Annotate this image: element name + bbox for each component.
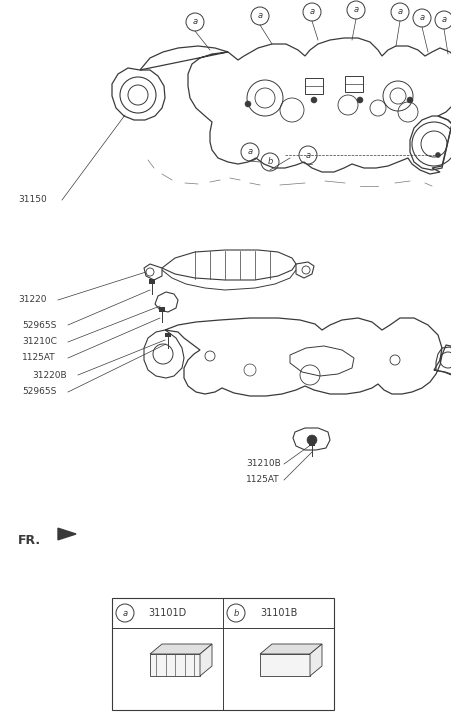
Text: 31210C: 31210C <box>22 337 57 347</box>
Text: 31220B: 31220B <box>32 371 67 379</box>
Text: b: b <box>267 158 273 166</box>
Bar <box>112 598 334 710</box>
Text: 31150: 31150 <box>18 196 47 204</box>
Text: a: a <box>258 12 262 20</box>
Text: FR.: FR. <box>18 534 41 547</box>
Text: 31220: 31220 <box>18 295 46 305</box>
Text: a: a <box>193 17 198 26</box>
Ellipse shape <box>357 97 363 103</box>
Polygon shape <box>150 644 212 654</box>
Ellipse shape <box>436 153 441 158</box>
Text: 1125AT: 1125AT <box>22 353 55 363</box>
Text: a: a <box>305 150 311 159</box>
Ellipse shape <box>307 435 317 445</box>
Text: a: a <box>354 6 359 15</box>
Text: a: a <box>309 7 314 17</box>
Polygon shape <box>260 644 322 654</box>
Text: a: a <box>442 15 446 25</box>
Polygon shape <box>310 644 322 676</box>
Text: a: a <box>122 608 128 617</box>
Polygon shape <box>149 279 155 284</box>
Text: 52965S: 52965S <box>22 321 56 329</box>
Polygon shape <box>260 654 310 676</box>
Text: 52965S: 52965S <box>22 387 56 396</box>
Polygon shape <box>309 441 315 446</box>
Ellipse shape <box>245 101 251 107</box>
Text: 1125AT: 1125AT <box>246 475 280 484</box>
Polygon shape <box>165 333 171 337</box>
Text: a: a <box>419 14 424 23</box>
Text: 31101B: 31101B <box>260 608 297 618</box>
Ellipse shape <box>407 97 413 103</box>
Text: b: b <box>233 608 239 617</box>
Text: a: a <box>248 148 253 156</box>
Polygon shape <box>150 654 200 676</box>
Polygon shape <box>159 307 165 311</box>
Text: 31210B: 31210B <box>246 459 281 468</box>
Ellipse shape <box>311 97 317 103</box>
Text: 31101D: 31101D <box>148 608 186 618</box>
Polygon shape <box>200 644 212 676</box>
Text: a: a <box>397 7 403 17</box>
Polygon shape <box>58 529 76 540</box>
